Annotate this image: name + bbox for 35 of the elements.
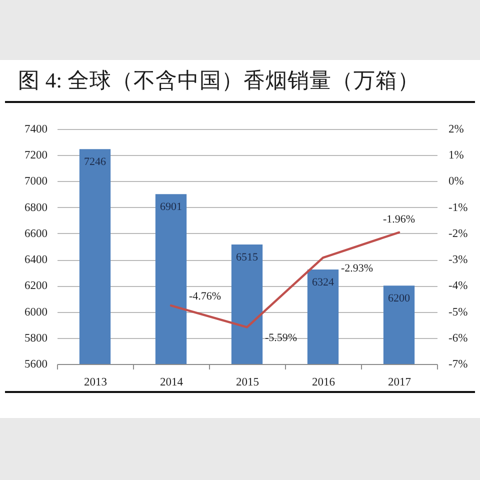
chart-title: 图 4: 全球（不含中国）香烟销量（万箱） [18,68,420,92]
y2-tick-label: -6% [448,332,468,344]
data-label: 6515 [236,252,258,264]
data-label: 6200 [388,292,410,305]
y-tick-label: 7200 [24,150,48,162]
data-label: -2.93% [341,262,374,275]
y-tick-label: 7000 [24,176,48,188]
y-tick-label: 6400 [24,254,48,266]
y2-tick-label: 1% [448,150,464,162]
y-tick-label: 6000 [24,306,48,318]
y2-tick-label: -2% [448,228,468,240]
data-label: 7246 [84,156,106,168]
x-tick-label: 2015 [236,376,260,388]
x-tick-label: 2016 [312,376,336,388]
data-label: -1.96% [382,213,416,226]
x-tick-label: 2017 [388,376,412,388]
y2-tick-label: -1% [448,202,468,214]
data-label: -5.59% [265,332,298,344]
x-tick-label: 2013 [84,376,108,388]
y2-tick-label: -3% [448,254,468,266]
y2-tick-label: -5% [448,306,468,318]
y2-tick-label: -4% [448,280,468,292]
y2-tick-label: 0% [448,176,464,188]
data-label: -4.76% [189,290,222,303]
y-tick-label: 5600 [24,358,48,370]
data-label: 6324 [312,276,334,288]
y2-tick-label: -7% [448,358,468,370]
data-label: 6901 [160,201,182,214]
y-tick-label: 6800 [24,202,48,214]
y2-tick-label: 2% [448,124,464,136]
y-tick-label: 6600 [24,228,48,240]
x-tick-label: 2014 [160,376,184,388]
y-tick-label: 6200 [24,280,48,292]
y-tick-label: 7400 [24,124,48,136]
y-tick-label: 5800 [24,332,48,344]
